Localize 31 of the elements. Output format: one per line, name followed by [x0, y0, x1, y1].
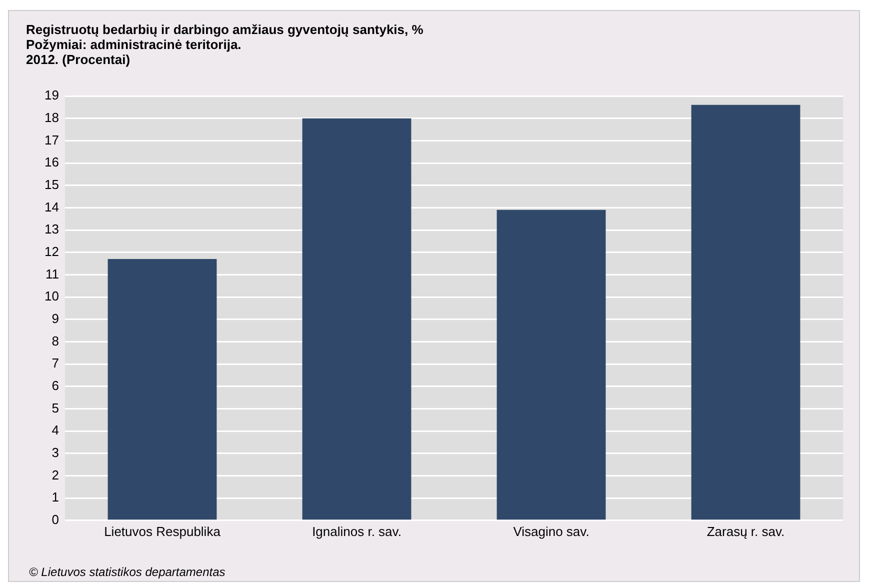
- y-tick-label: 6: [52, 378, 59, 393]
- y-tick-label: 19: [44, 88, 59, 103]
- y-tick-label: 4: [52, 422, 59, 438]
- y-tick-label: 1: [52, 490, 59, 505]
- y-tick-label: 12: [44, 244, 59, 259]
- y-tick-label: 17: [44, 132, 59, 148]
- chart-title: Registruotų bedarbių ir darbingo amžiaus gyventojų santykis, %: [26, 22, 424, 37]
- y-tick-label: 18: [44, 110, 59, 125]
- y-tick-label: 14: [44, 199, 59, 214]
- y-tick-label: 3: [52, 444, 59, 460]
- x-tick-label: Visagino sav.: [513, 524, 590, 539]
- y-tick-label: 5: [52, 400, 59, 416]
- y-tick-label: 7: [52, 356, 59, 371]
- y-tick-label: 2: [52, 467, 59, 482]
- x-tick-label: Ignalinos r. sav.: [312, 524, 402, 539]
- text: © Lietuvos statistikos departamentas: [29, 565, 226, 579]
- x-tick-label: Zarasų r. sav.: [706, 524, 785, 539]
- y-tick-label: 13: [44, 222, 59, 237]
- bar: [302, 118, 412, 520]
- x-tick-label: Lietuvos Respublika: [104, 524, 222, 539]
- y-tick-label: 15: [44, 176, 59, 192]
- bar: [496, 210, 606, 520]
- y-tick-label: 9: [52, 310, 59, 326]
- y-tick-label: 16: [44, 154, 59, 170]
- y-tick-label: 10: [44, 288, 59, 304]
- bar: [691, 104, 800, 520]
- bar: [108, 259, 217, 520]
- chart-subtitle: Požymiai: administracinė teritorija. 2012. (Procentai): [26, 37, 242, 67]
- y-tick-label: 0: [52, 512, 59, 527]
- y-tick-label: 8: [52, 333, 59, 348]
- y-tick-label: 11: [46, 266, 59, 282]
